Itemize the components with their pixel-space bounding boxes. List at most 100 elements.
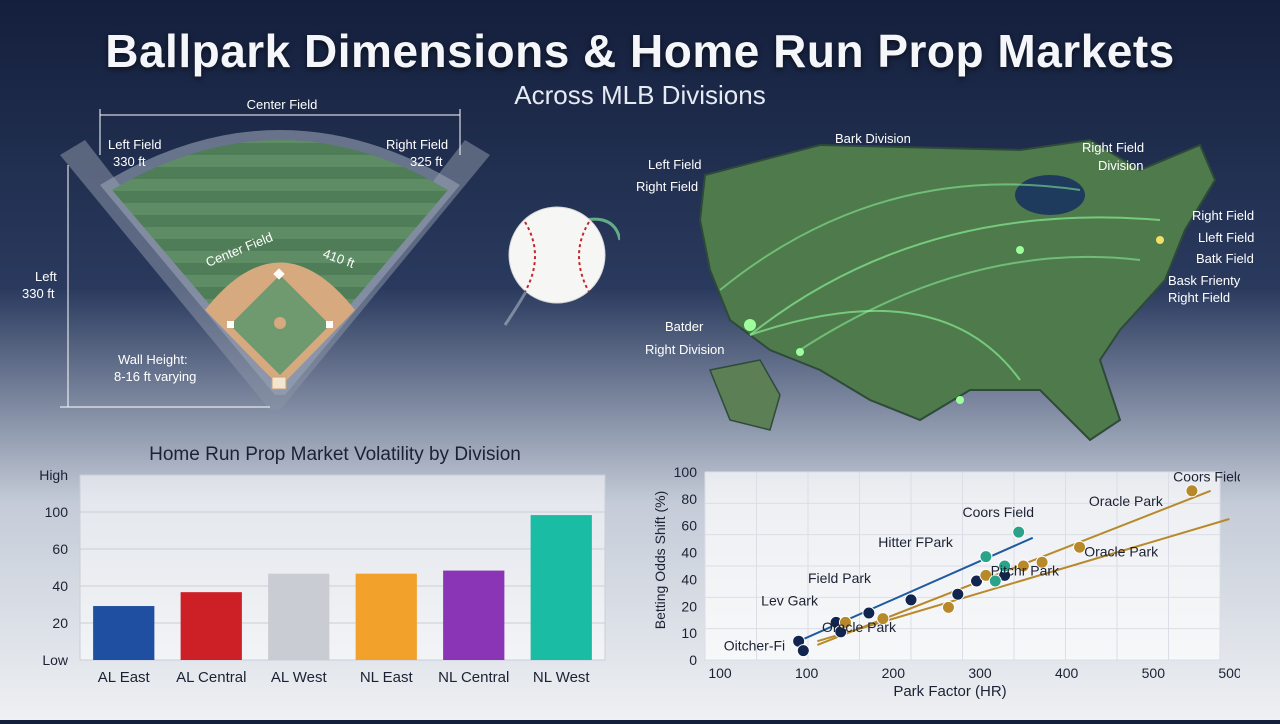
bar-y-tick-label: 100 [45, 504, 69, 520]
connection-arc [749, 309, 1021, 381]
bar-y-tick-label: 40 [52, 578, 68, 594]
home-plate [271, 376, 287, 390]
scatter-x-ticks: 100 100 200 300 400 500 500 [708, 665, 1242, 681]
scatter-point [796, 644, 810, 658]
map-label-left-field: Left Field [648, 157, 701, 172]
scatter-x-tick-label: 300 [968, 665, 992, 681]
map-label-right-field-4: Right Field [1168, 290, 1230, 305]
bar-x-ticks: AL East AL Central AL West NL East NL Centra… [98, 669, 591, 686]
ball-seam-right [578, 221, 590, 293]
scatter-chart-svg: Coors Field Oracle Park Coors Field Hitter … [652, 464, 1245, 700]
scatter-point [862, 606, 876, 620]
scatter-x-tick-label: 500 [1142, 665, 1166, 681]
scatter-point [998, 559, 1012, 573]
map-label-right-field: Right Field [636, 179, 698, 194]
scatter-points [792, 484, 1199, 658]
us-map: Bark Division Left Field Right Field Rig… [620, 120, 1280, 465]
alaska-landmass [708, 359, 781, 431]
field-diagram: Center Field Left Field 330 ft Right Fie… [20, 95, 520, 425]
scatter-point [970, 574, 984, 588]
bar-x-tick-label: AL East [98, 669, 151, 686]
bar-y-ticks: Low 20 40 60 100 High [39, 467, 69, 668]
map-label-right-field-2: Right Field [1082, 140, 1144, 155]
scatter-annotations: Coors Field Oracle Park Coors Field Hitter … [724, 468, 1245, 654]
third-base [227, 321, 234, 328]
field-label-left-field-dist: 330 ft [113, 154, 146, 169]
scatter-grid [704, 471, 1221, 661]
map-label-bark-division: Bark Division [835, 131, 911, 146]
page-title: Ballpark Dimensions & Home Run Prop Mark… [105, 25, 1175, 77]
field-label-center-top: Center Field [247, 97, 318, 112]
scatter-annotation: Oitcher-Fi [724, 638, 785, 654]
first-base [326, 321, 333, 328]
stands [60, 140, 490, 410]
bar-y-tick-label: 60 [52, 541, 68, 557]
scatter-point [988, 574, 1002, 588]
baseball-icon [508, 206, 606, 304]
scatter-chart: Coors Field Oracle Park Coors Field Hitter … [640, 460, 1245, 715]
scatter-y-tick-label: 40 [681, 571, 697, 587]
scatter-x-tick-label: 500 [1218, 665, 1240, 681]
ball-seam-left [524, 221, 536, 293]
map-label-batder: Batder [665, 319, 704, 334]
team-marker [796, 348, 804, 356]
scatter-point [979, 568, 993, 582]
scatter-point [979, 550, 993, 564]
bar-marks [93, 515, 592, 660]
scatter-x-tick-label: 400 [1055, 665, 1079, 681]
team-marker [956, 396, 964, 404]
scatter-x-label: Park Factor (HR) [893, 683, 1006, 700]
bar-x-tick-label: NL Central [438, 669, 509, 686]
map-label-bask-frienty: Bask Frienty [1168, 273, 1241, 288]
baseball-svg [503, 206, 622, 326]
scatter-annotation: Coors Field [1173, 468, 1240, 484]
scatter-x-tick-label: 100 [795, 665, 819, 681]
bar-chart-svg: Home Run Prop Market Volatility by Divis… [39, 444, 606, 686]
scatter-x-tick-label: 200 [882, 665, 906, 681]
bar-y-tick-label: Low [42, 652, 69, 668]
map-label-right-field-3: Right Field [1192, 208, 1254, 223]
bar-x-tick-label: AL West [271, 669, 328, 686]
map-svg: Bark Division Left Field Right Field Rig… [636, 131, 1254, 442]
bar-chart: Home Run Prop Market Volatility by Divis… [20, 440, 620, 720]
us-landmass [698, 138, 1217, 442]
scatter-y-tick-label: 40 [681, 545, 697, 561]
scatter-annotation: Pitchr Park [991, 562, 1060, 578]
bar-al-east [93, 606, 155, 660]
bar-nl-central [443, 570, 505, 660]
team-marker [1156, 236, 1164, 244]
bar-y-tick-label: High [39, 467, 68, 483]
bar-chart-title: Home Run Prop Market Volatility by Divis… [149, 444, 521, 465]
connection-arc [719, 183, 1081, 291]
bar-x-tick-label: NL West [533, 669, 591, 686]
scatter-y-ticks: 0 10 20 40 40 60 80 100 [674, 464, 698, 668]
page-subtitle: Across MLB Divisions [514, 80, 766, 110]
scatter-point [941, 600, 955, 614]
scatter-y-label: Betting Odds Shift (%) [652, 491, 668, 630]
bar-x-tick-label: AL Central [176, 669, 246, 686]
bar-nl-east [355, 573, 417, 660]
map-label-right-division: Right Division [645, 342, 724, 357]
field-svg: Center Field Left Field 330 ft Right Fie… [22, 97, 490, 410]
scatter-x-tick-label: 100 [708, 665, 732, 681]
pitchers-mound [274, 317, 286, 329]
scatter-annotation: Field Park [808, 570, 872, 586]
bar-nl-west [530, 515, 592, 660]
bar-y-tick-label: 20 [52, 615, 68, 631]
map-label-batk-field: Batk Field [1196, 251, 1254, 266]
second-base [273, 268, 285, 280]
scatter-point [1035, 555, 1049, 569]
bar-x-tick-label: NL East [360, 669, 414, 686]
bar-al-central [180, 592, 242, 660]
team-marker [744, 319, 756, 331]
scatter-annotation: Coors Field [963, 504, 1035, 520]
bar-plot-area [79, 474, 606, 661]
scatter-annotation: Oracle Park [1089, 493, 1164, 509]
scatter-annotation: Oracle Park [1084, 544, 1159, 560]
bar-grid [79, 474, 606, 661]
field-label-left-field: Left Field [108, 137, 161, 152]
scatter-point [951, 587, 965, 601]
scatter-point [904, 593, 918, 607]
scatter-annotation: Hitter FPark [878, 534, 954, 550]
scatter-y-tick-label: 80 [681, 491, 697, 507]
